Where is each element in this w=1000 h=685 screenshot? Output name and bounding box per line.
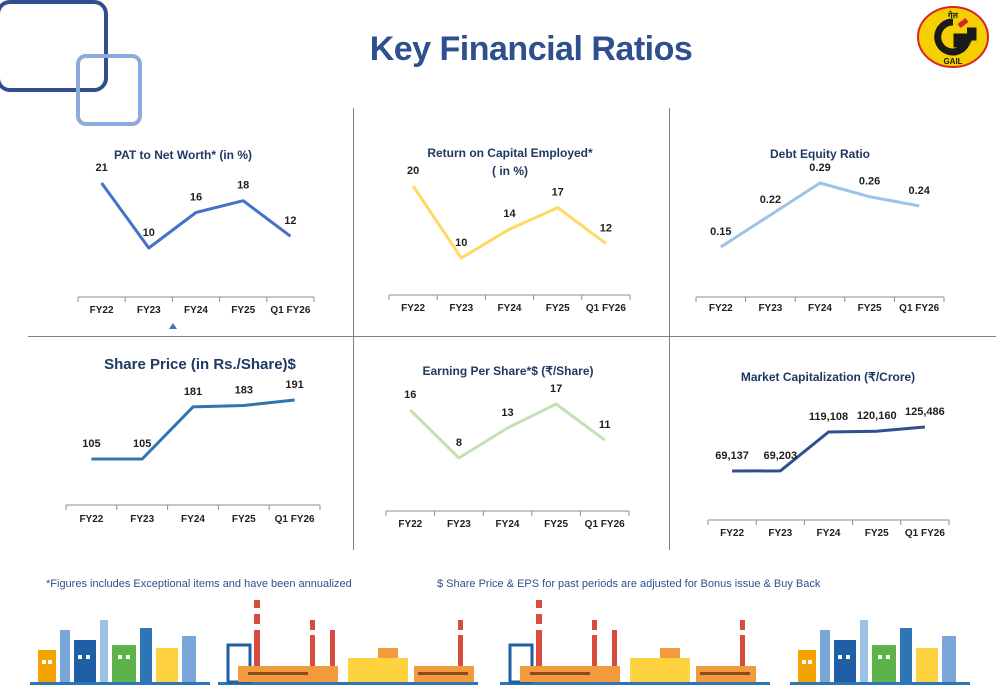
series-line: [91, 398, 295, 461]
data-label: 69,137: [715, 450, 749, 462]
tick-label: Q1 FY26: [905, 528, 945, 539]
series-line: [100, 182, 292, 250]
decorative-frame-large: [0, 0, 108, 92]
tick-label: FY23: [137, 305, 161, 316]
data-label: 17: [550, 383, 562, 395]
data-label: 191: [285, 379, 303, 391]
series-line: [409, 402, 606, 460]
data-label: 105: [133, 438, 151, 450]
page-title: Key Financial Ratios: [369, 30, 693, 68]
industrial-chimneys-illustration-center-left: [218, 600, 478, 685]
data-label: 0.26: [859, 176, 880, 188]
divider-vertical-left: [353, 108, 354, 550]
tick-label: FY22: [79, 514, 103, 525]
data-label: 181: [184, 386, 202, 398]
data-label: 10: [143, 227, 155, 239]
tick-label: FY22: [709, 303, 733, 314]
chart-title-line: Earning Per Share*$ (₹/Share): [422, 364, 593, 378]
series-line: [719, 181, 920, 249]
logo-hindi-text: गेल: [947, 10, 959, 20]
data-label: 20: [407, 165, 419, 177]
footnote-exceptional-items: *Figures includes Exceptional items and …: [46, 578, 352, 590]
data-label: 21: [95, 162, 107, 174]
chart-title-line: Share Price (in Rs./Share)$: [104, 356, 296, 373]
footnote-bonus-buyback: $ Share Price & EPS for past periods are…: [437, 578, 821, 590]
series-line: [411, 185, 607, 260]
tick-label: Q1 FY26: [899, 303, 939, 314]
data-label: 119,108: [809, 411, 848, 423]
industrial-plant-illustration-left: [30, 620, 210, 685]
chart-title-line: Market Capitalization (₹/Crore): [741, 370, 915, 384]
data-label: 16: [190, 192, 202, 204]
tick-label: FY25: [544, 519, 568, 530]
tick-label: FY24: [496, 519, 520, 530]
data-label: 0.29: [809, 162, 830, 174]
tick-label: FY24: [184, 305, 208, 316]
tick-label: FY25: [865, 528, 889, 539]
chart-title-line: Debt Equity Ratio: [770, 147, 870, 161]
divider-vertical-right: [669, 108, 670, 550]
decorative-frame-small: [76, 54, 142, 126]
tick-label: FY22: [398, 519, 422, 530]
tick-label: FY23: [449, 303, 473, 314]
tick-label: Q1 FY26: [275, 514, 315, 525]
data-label: 11: [599, 419, 611, 431]
data-label: 8: [456, 437, 462, 449]
chart-title-line: PAT to Net Worth* (in %): [114, 148, 252, 162]
tick-label: FY22: [401, 303, 425, 314]
data-label: 12: [284, 215, 296, 227]
tick-label: Q1 FY26: [585, 519, 625, 530]
data-label: 13: [501, 407, 513, 419]
data-label: 10: [455, 237, 467, 249]
data-label: 16: [404, 389, 416, 401]
data-label: 120,160: [857, 410, 897, 422]
tick-label: Q1 FY26: [586, 303, 626, 314]
logo-text: GAIL: [943, 57, 962, 66]
tick-label: Q1 FY26: [270, 305, 310, 316]
chart-title-line: ( in %): [492, 164, 528, 178]
industrial-plant-illustration-right: [790, 620, 970, 685]
gail-logo: गेल GAIL: [917, 6, 989, 68]
tick-label: FY23: [447, 519, 471, 530]
data-label: 0.15: [710, 226, 731, 238]
tick-label: FY25: [231, 305, 255, 316]
data-label: 17: [552, 187, 564, 199]
tick-label: FY22: [90, 305, 114, 316]
tick-label: FY24: [498, 303, 522, 314]
data-label: 0.22: [760, 194, 781, 206]
tick-label: FY23: [130, 514, 154, 525]
tick-label: FY24: [808, 303, 832, 314]
tick-label: FY23: [768, 528, 792, 539]
tick-label: FY24: [181, 514, 205, 525]
data-label: 18: [237, 180, 249, 192]
series-line: [732, 425, 926, 473]
tick-label: FY25: [858, 303, 882, 314]
data-label: 12: [600, 223, 612, 235]
industrial-chimneys-illustration-center-right: [500, 600, 770, 685]
data-label: 0.24: [908, 185, 930, 197]
data-label: 14: [503, 208, 516, 220]
marker-triangle-icon: [169, 323, 177, 329]
tick-label: FY23: [758, 303, 782, 314]
tick-label: FY22: [720, 528, 744, 539]
divider-horizontal: [28, 336, 996, 337]
chart-title-line: Return on Capital Employed*: [427, 146, 593, 160]
data-label: 183: [235, 384, 253, 396]
data-label: 105: [82, 438, 100, 450]
data-label: 125,486: [905, 406, 945, 418]
tick-label: FY25: [232, 514, 256, 525]
tick-label: FY24: [817, 528, 841, 539]
data-label: 69,203: [763, 450, 797, 462]
tick-label: FY25: [546, 303, 570, 314]
